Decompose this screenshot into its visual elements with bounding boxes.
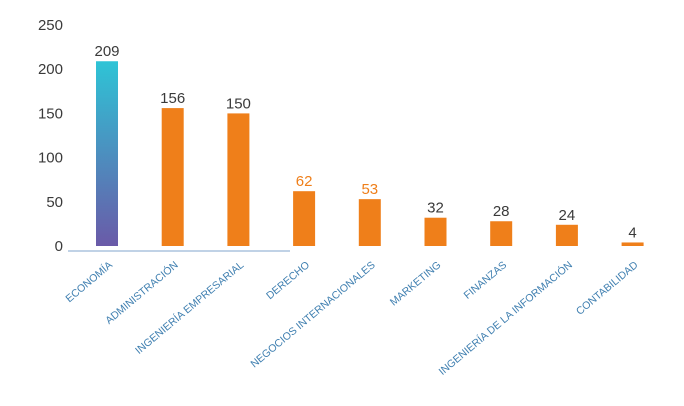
value-label: 53 bbox=[361, 181, 378, 198]
y-tick-label: 50 bbox=[46, 194, 63, 211]
value-labels-group: 209 156 150 62 53 32 28 24 4 bbox=[94, 43, 636, 241]
value-label: 24 bbox=[559, 207, 576, 224]
bars-group bbox=[96, 61, 644, 247]
bar bbox=[424, 217, 447, 246]
category-label: MARKETING bbox=[388, 259, 444, 308]
category-label: FINANZAS bbox=[462, 259, 509, 302]
bar bbox=[227, 113, 250, 247]
category-label: ECONOMÍA bbox=[63, 258, 115, 305]
y-tick-label: 250 bbox=[38, 17, 63, 34]
value-label: 28 bbox=[493, 203, 510, 220]
bar bbox=[621, 242, 644, 246]
category-label: INGENIERÍA EMPRESARIAL bbox=[132, 258, 246, 357]
category-label: DERECHO bbox=[264, 259, 312, 302]
y-tick-label: 0 bbox=[55, 238, 63, 255]
category-label: CONTABILIDAD bbox=[574, 259, 641, 318]
category-label: NEGOCIOS INTERNACIONALES bbox=[248, 259, 377, 370]
bar bbox=[358, 199, 381, 246]
category-label: INGENIERÍA DE LA INFORMACIÓN bbox=[436, 258, 575, 377]
y-tick-label: 200 bbox=[38, 61, 63, 78]
value-label: 209 bbox=[94, 43, 119, 60]
y-tick-label: 100 bbox=[38, 150, 63, 167]
y-axis: 0 50 100 150 200 250 bbox=[38, 17, 63, 255]
value-label: 62 bbox=[296, 173, 313, 190]
bar bbox=[96, 61, 118, 246]
bar bbox=[161, 108, 184, 246]
value-label: 32 bbox=[427, 200, 444, 217]
bar bbox=[293, 191, 316, 246]
bar bbox=[490, 221, 513, 246]
y-tick-label: 150 bbox=[38, 105, 63, 122]
bar bbox=[555, 224, 578, 246]
value-label: 4 bbox=[628, 224, 636, 241]
value-label: 156 bbox=[160, 90, 185, 107]
value-label: 150 bbox=[226, 95, 251, 112]
